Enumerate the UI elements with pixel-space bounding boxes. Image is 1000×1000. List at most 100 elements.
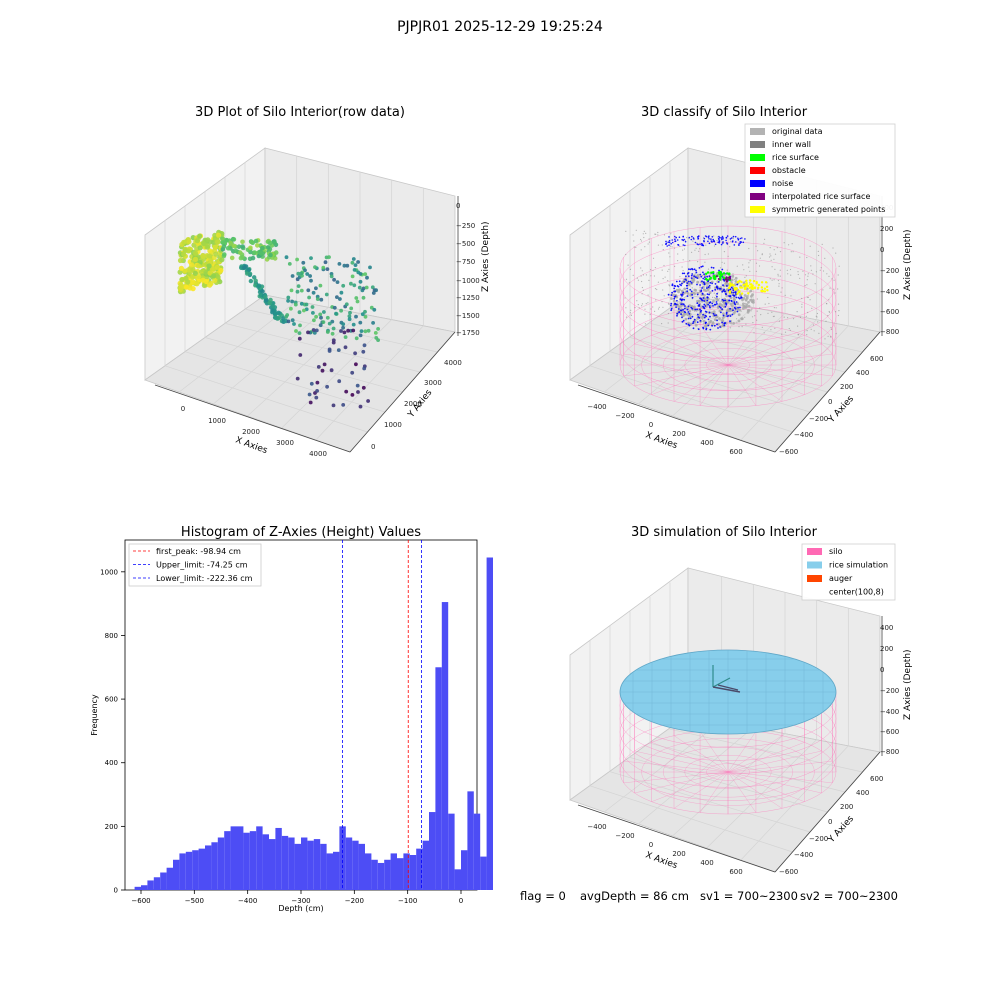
sim-legend: silo rice simulation auger center(100,8) [801, 543, 896, 601]
inner-wall-point [696, 280, 700, 284]
noise-point [741, 237, 743, 239]
original-data-point [628, 282, 631, 284]
original-data-point [635, 246, 637, 248]
noise-point [693, 275, 696, 278]
noise-point [718, 287, 721, 290]
original-data-point [806, 296, 808, 298]
original-data-point [691, 287, 693, 289]
raw-point [231, 243, 237, 249]
original-data-point [705, 312, 707, 314]
raw-point [352, 268, 357, 272]
hist-bar [429, 812, 436, 890]
raw-xlabel: X Axies [234, 435, 269, 456]
original-data-point [699, 248, 701, 250]
raw-point [229, 255, 235, 261]
noise-point [690, 238, 693, 241]
raw-point [297, 310, 302, 315]
noise-point [697, 328, 700, 331]
noise-point [703, 281, 705, 283]
noise-point [676, 239, 679, 241]
panel-raw-title: 3D Plot of Silo Interior(row data) [195, 105, 405, 120]
rice-surface-point [722, 272, 726, 275]
original-data-point [830, 336, 832, 338]
original-data-point [806, 256, 808, 259]
silo-spoke [623, 364, 729, 377]
noise-point [704, 322, 707, 325]
original-data-point [810, 269, 813, 271]
raw-point [318, 283, 323, 288]
noise-point [670, 302, 673, 305]
raw-point [338, 297, 342, 301]
noise-point [740, 296, 742, 299]
raw-point [365, 275, 369, 280]
noise-point [681, 298, 684, 301]
noise-point [689, 317, 692, 320]
noise-point [732, 289, 735, 292]
noise-point [731, 313, 734, 316]
noise-point [705, 311, 708, 313]
raw-point [371, 291, 376, 295]
raw-point [318, 323, 323, 328]
classify-legend-swatch [750, 180, 765, 187]
original-data-point [657, 234, 659, 236]
noise-point [729, 238, 732, 240]
raw-point [207, 270, 213, 276]
noise-point [706, 275, 709, 278]
original-data-point [771, 279, 773, 281]
original-data-point [813, 330, 815, 332]
noise-point [673, 290, 675, 293]
noise-point [709, 315, 711, 318]
noise-point [709, 328, 712, 331]
panel-classify-title: 3D classify of Silo Interior [641, 105, 808, 120]
noise-point [702, 313, 704, 316]
raw-point [361, 349, 366, 354]
original-data-point [833, 279, 835, 281]
classify-silo-wireframe [619, 225, 837, 408]
hist-legend-label: Lower_limit: -222.36 cm [156, 574, 253, 583]
original-data-point [655, 299, 657, 301]
noise-point [720, 243, 723, 246]
hist-bar [198, 848, 205, 890]
noise-point [671, 283, 674, 286]
original-data-point [755, 262, 758, 264]
noise-point [682, 319, 685, 322]
noise-point [694, 308, 697, 311]
original-data-point [831, 278, 833, 280]
noise-point [705, 235, 708, 238]
hist-bar [377, 862, 385, 890]
original-data-point [779, 251, 782, 253]
original-data-point [774, 253, 777, 255]
original-data-point [691, 309, 693, 311]
noise-point [686, 295, 689, 297]
raw-point [315, 380, 320, 385]
original-data-point [736, 322, 738, 324]
noise-point [714, 283, 717, 285]
noise-point [689, 280, 692, 283]
raw-point [309, 381, 314, 386]
inner-wall-point [722, 312, 725, 316]
raw-point [320, 368, 325, 373]
raw-point [325, 267, 330, 271]
noise-point [720, 237, 723, 239]
cls-xtick-4: 400 [700, 439, 713, 447]
original-data-point [625, 278, 628, 280]
original-data-point [699, 286, 701, 288]
original-data-point [761, 326, 763, 328]
raw-point [206, 253, 212, 259]
original-data-point [636, 277, 638, 279]
cls-ztick-2: 0 [880, 246, 884, 254]
raw-point [205, 237, 211, 243]
noise-point [715, 301, 718, 303]
raw-ztick-2: −500 [456, 240, 475, 248]
original-data-point [696, 242, 698, 244]
inner-wall-point [703, 274, 707, 278]
original-data-point [787, 317, 789, 319]
original-data-point [748, 262, 750, 264]
hist-bar [192, 850, 199, 890]
raw-point [201, 282, 207, 288]
original-data-point [640, 238, 642, 241]
noise-point [716, 285, 718, 288]
noise-point [689, 268, 692, 271]
inner-wall-point [743, 294, 747, 297]
inner-wall-point [689, 322, 693, 326]
